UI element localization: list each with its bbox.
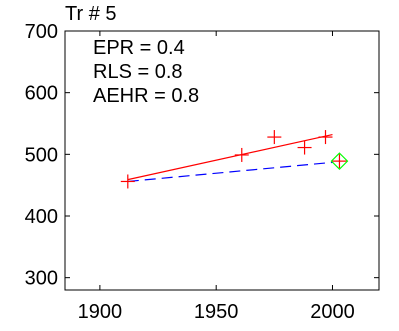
x-tick-label: 2000 bbox=[310, 301, 355, 323]
diamond-marker bbox=[330, 152, 349, 170]
trend-line-solid bbox=[127, 134, 333, 181]
plot-area bbox=[64, 30, 380, 291]
series-layer bbox=[120, 130, 349, 189]
y-tick-label: 600 bbox=[25, 83, 58, 105]
x-tick-label: 1900 bbox=[78, 301, 123, 323]
plus-marker bbox=[318, 130, 333, 145]
y-axis-ticks: 300 400 500 600 700 bbox=[25, 21, 379, 290]
chart-title: Tr # 5 bbox=[65, 3, 117, 25]
plus-marker bbox=[267, 130, 282, 145]
y-tick-label: 400 bbox=[25, 206, 58, 228]
plus-marker bbox=[297, 140, 312, 155]
axes-box bbox=[64, 30, 380, 291]
y-tick-label: 500 bbox=[25, 144, 58, 166]
plus-marker bbox=[332, 154, 347, 169]
plus-marker bbox=[234, 147, 249, 162]
y-tick-label: 300 bbox=[25, 268, 58, 290]
annotation-aehr: AEHR = 0.8 bbox=[93, 85, 199, 107]
trend-line-dashed bbox=[127, 161, 333, 183]
plus-marker bbox=[120, 174, 135, 189]
y-tick-label: 700 bbox=[25, 21, 58, 43]
annotation-epr: EPR = 0.4 bbox=[93, 37, 185, 59]
x-axis-ticks: 1900 1950 2000 bbox=[78, 31, 355, 323]
annotation-rls: RLS = 0.8 bbox=[93, 61, 183, 83]
x-tick-label: 1950 bbox=[194, 301, 239, 323]
annotations: EPR = 0.4 RLS = 0.8 AEHR = 0.8 bbox=[93, 37, 199, 107]
